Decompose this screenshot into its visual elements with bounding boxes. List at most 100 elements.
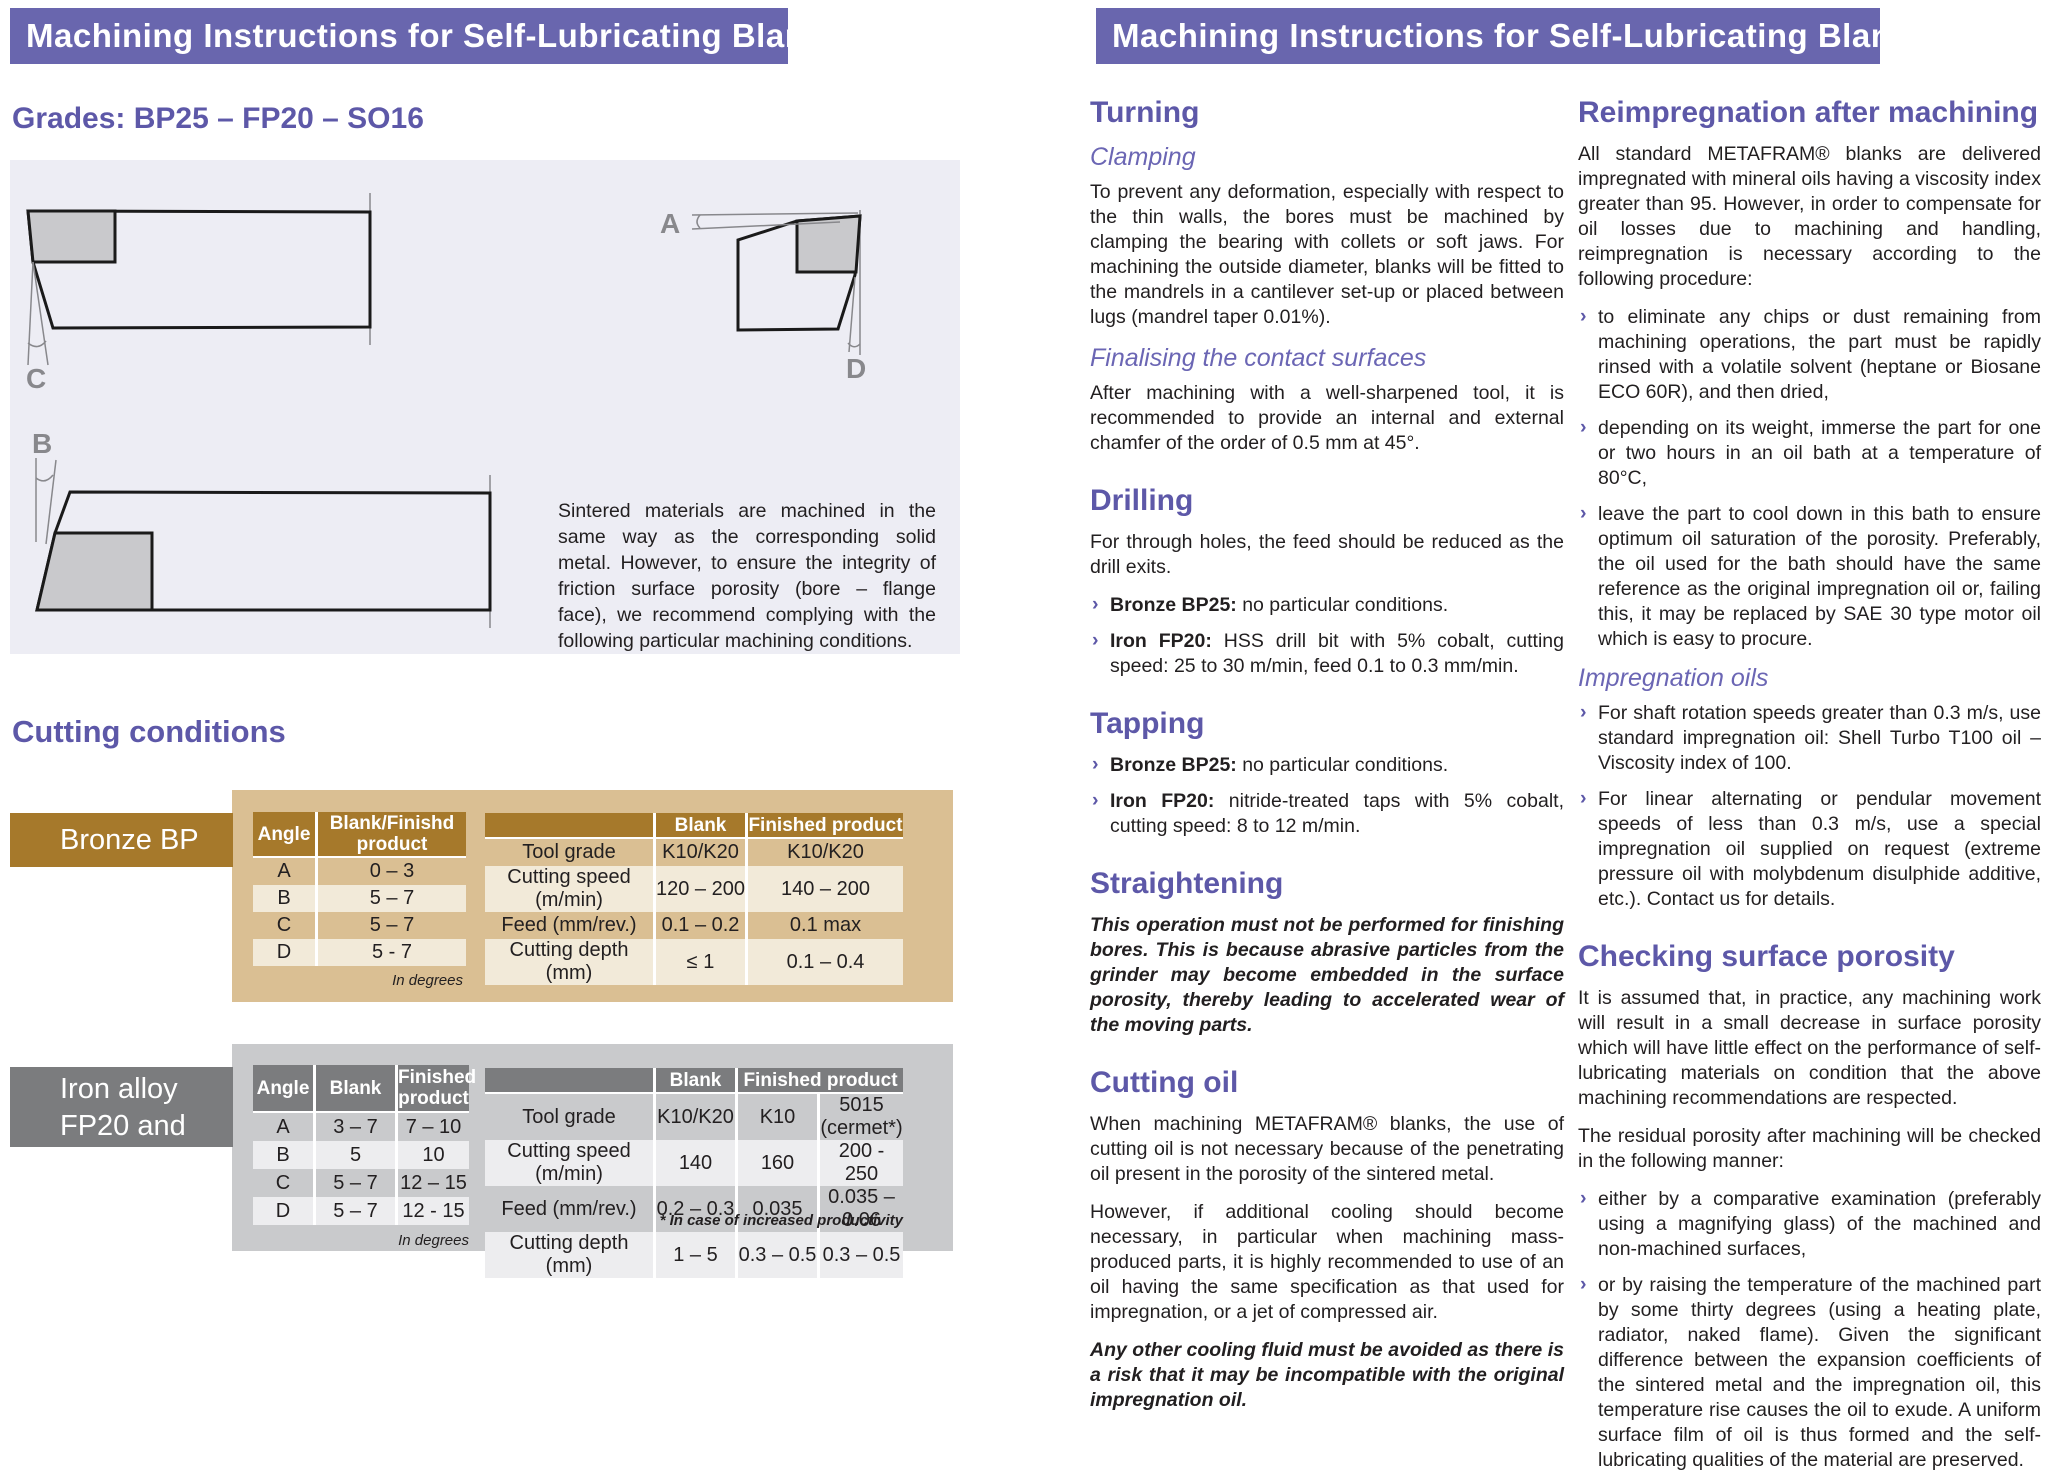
angle-line bbox=[848, 276, 856, 353]
table-row: Feed (mm/rev.) 0.1 – 0.2 0.1 max bbox=[485, 912, 903, 939]
cell: K10 bbox=[735, 1094, 817, 1140]
cell: 5 bbox=[313, 1141, 395, 1169]
cutting-oil-heading: Cutting oil bbox=[1090, 1066, 1239, 1099]
table-header-row: Angle Blank Finished product bbox=[253, 1065, 476, 1113]
angle-arc bbox=[696, 214, 701, 229]
cell: B bbox=[253, 885, 315, 912]
angle-line bbox=[27, 261, 34, 366]
table-header-row: Blank Finished product bbox=[485, 813, 903, 839]
table-header-row: Blank Finished product bbox=[485, 1068, 904, 1094]
grades-heading: Grades: BP25 – FP20 – SO16 bbox=[12, 102, 424, 135]
cell: 12 – 15 bbox=[395, 1169, 469, 1197]
cell: 0 – 3 bbox=[315, 858, 466, 885]
impregnation-oils-subheading: Impregnation oils bbox=[1578, 664, 1769, 692]
finalising-subheading: Finalising the contact surfaces bbox=[1090, 344, 1427, 372]
angle-label-c: C bbox=[26, 363, 46, 394]
cell: 0.1 max bbox=[745, 912, 903, 939]
page-title-banner-left: Machining Instructions for Self-Lubricat… bbox=[10, 8, 788, 64]
cell: 160 bbox=[735, 1140, 817, 1186]
cell: 7 – 10 bbox=[395, 1113, 469, 1141]
table-row: Cutting depth (mm) ≤ 1 0.1 – 0.4 bbox=[485, 939, 903, 985]
clamping-subheading: Clamping bbox=[1090, 143, 1196, 171]
bullet-text: HSS drill bit with 5% cobalt, cutting sp… bbox=[1110, 630, 1564, 677]
column-header bbox=[485, 813, 653, 839]
table-row: C 5 – 7 bbox=[253, 912, 466, 939]
bullet-text: For shaft rotation speeds greater than 0… bbox=[1598, 702, 2041, 774]
clamping-paragraph: To prevent any deformation, especially w… bbox=[1090, 181, 1564, 328]
cell: 0.3 – 0.5 bbox=[735, 1232, 817, 1278]
table-row: Tool grade K10/K20 K10/K20 bbox=[485, 839, 903, 866]
cell: 0.1 – 0.4 bbox=[745, 939, 903, 985]
bullet-text: depending on its weight, immerse the par… bbox=[1598, 417, 2041, 489]
cell: B bbox=[253, 1141, 313, 1169]
cell: 120 – 200 bbox=[653, 866, 745, 912]
cell: K10/K20 bbox=[745, 839, 903, 866]
turning-heading: Turning bbox=[1090, 96, 1200, 129]
cell: 5 – 7 bbox=[313, 1169, 395, 1197]
chevron-bullet-icon: › bbox=[1580, 305, 1587, 327]
bullet-text: nitride-treated taps with 5% cobalt, cut… bbox=[1110, 790, 1564, 837]
column-header: Angle bbox=[253, 812, 315, 858]
column-header: Blank/Finishd product bbox=[315, 812, 466, 858]
cell: 3 – 7 bbox=[313, 1113, 395, 1141]
drilling-heading: Drilling bbox=[1090, 484, 1194, 517]
tool-angle-diagram-svg: C B A D bbox=[26, 193, 866, 628]
cell: 5 – 7 bbox=[313, 1197, 395, 1225]
cell: C bbox=[276, 914, 292, 936]
bullet-lead: Iron FP20: bbox=[1110, 790, 1215, 812]
row-label: Tool grade bbox=[522, 1105, 616, 1128]
right-page-column-1: Turning Clamping To prevent any deformat… bbox=[1090, 96, 1564, 1426]
straightening-heading: Straightening bbox=[1090, 867, 1284, 900]
table-row: Feed (mm/rev.) 0.2 – 0.3 0.035 0.035 – 0.06 bbox=[485, 1186, 903, 1232]
cell: ≤ 1 bbox=[653, 939, 745, 985]
checking-porosity-heading: Checking surface porosity bbox=[1578, 940, 1955, 973]
angle-line bbox=[691, 221, 841, 230]
tool-insert-shape bbox=[795, 214, 862, 274]
chevron-bullet-icon: › bbox=[1092, 789, 1099, 811]
iron-band-line2: FP20 and SO16 bbox=[60, 1110, 186, 1179]
bullet-text: to eliminate any chips or dust remaining… bbox=[1598, 306, 2041, 403]
bullet-lead: Iron FP20: bbox=[1110, 630, 1212, 652]
list-item: › either by a comparative examination (p… bbox=[1578, 1187, 2041, 1262]
row-label: Cutting speed (m/min) bbox=[485, 866, 653, 912]
table-row: C 5 – 7 12 – 15 bbox=[253, 1169, 469, 1197]
iron-band-line1: Iron alloy bbox=[60, 1073, 178, 1105]
angle-line bbox=[691, 212, 859, 216]
list-item: › For linear alternating or pendular mov… bbox=[1578, 787, 2041, 912]
cutting-oil-warning: Any other cooling fluid must be avoided … bbox=[1090, 1339, 1564, 1411]
cell: 0.035 – 0.06 bbox=[817, 1186, 903, 1232]
page-title-banner-right: Machining Instructions for Self-Lubricat… bbox=[1096, 8, 1880, 64]
list-item: › For shaft rotation speeds greater than… bbox=[1578, 701, 2041, 776]
bullet-text: leave the part to cool down in this bath… bbox=[1598, 503, 2041, 650]
straightening-warning: This operation must not be performed for… bbox=[1090, 914, 1564, 1036]
chevron-bullet-icon: › bbox=[1580, 1187, 1587, 1209]
column-header: Finished product bbox=[395, 1065, 476, 1113]
checking-paragraph: The residual porosity after machining wi… bbox=[1578, 1125, 2041, 1172]
angle-line bbox=[45, 459, 57, 545]
cell: 1 – 5 bbox=[653, 1232, 735, 1278]
cell: 5 – 7 bbox=[315, 885, 466, 912]
tapping-heading: Tapping bbox=[1090, 707, 1205, 740]
reimpregnation-heading: Reimpregnation after machining bbox=[1578, 96, 2039, 129]
checking-paragraph: It is assumed that, in practice, any mac… bbox=[1578, 987, 2041, 1109]
cell: 10 bbox=[395, 1141, 469, 1169]
chevron-bullet-icon: › bbox=[1580, 416, 1587, 438]
chevron-bullet-icon: › bbox=[1580, 502, 1587, 524]
table-row: Cutting speed (m/min) 120 – 200 140 – 200 bbox=[485, 866, 903, 912]
angle-arc bbox=[35, 474, 54, 482]
list-item: › Bronze BP25: no particular conditions. bbox=[1090, 593, 1564, 618]
chevron-bullet-icon: › bbox=[1580, 701, 1587, 723]
iron-main-table: Blank Finished product Tool grade K10/K20… bbox=[485, 1068, 904, 1278]
cell: 12 - 15 bbox=[395, 1197, 469, 1225]
table-row: Cutting speed (m/min) 140 160 200 - 250 bbox=[485, 1140, 904, 1186]
table-row: Tool grade K10/K20 K10 5015 (cermet*) bbox=[485, 1094, 903, 1140]
table-row: B 5 10 bbox=[253, 1141, 469, 1169]
cell: D bbox=[253, 939, 315, 966]
cell: 0.3 – 0.5 bbox=[817, 1232, 904, 1278]
chevron-bullet-icon: › bbox=[1092, 593, 1099, 615]
bullet-lead: Bronze BP25: bbox=[1110, 594, 1237, 616]
